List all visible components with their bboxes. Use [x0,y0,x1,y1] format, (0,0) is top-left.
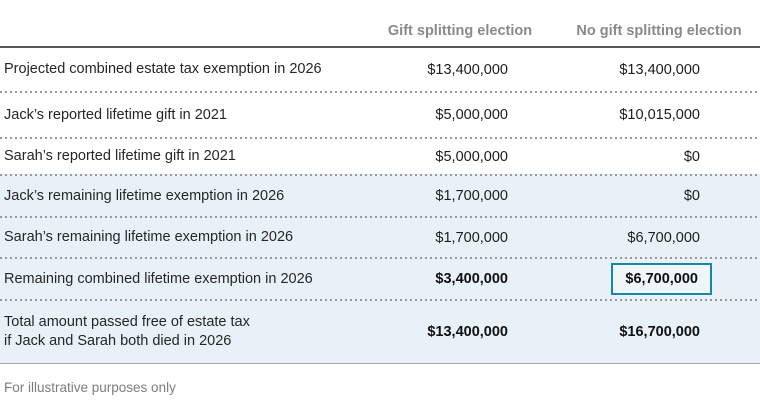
dotted-separator [0,257,760,259]
row-label: Sarah’s reported lifetime gift in 2021 [4,148,236,164]
value-no-gift-splitting: $10,015,000 [619,107,700,123]
value-gift-splitting: $5,000,000 [435,148,508,165]
dotted-separator [0,174,760,176]
table-row-remaining-combined: Remaining combined lifetime exemption in… [0,259,760,299]
highlighted-value-box: $6,700,000 [611,263,712,295]
value-no-gift-splitting: $0 [683,188,700,204]
table-row-total-passed-free: Total amount passed free of estate tax i… [0,301,760,363]
row-label: Projected combined estate tax exemption … [4,61,322,77]
row-label-line1: Total amount passed free of estate tax [4,314,250,330]
row-label-line2: if Jack and Sarah both died in 2026 [4,333,232,349]
table-bottom-rule [0,363,760,364]
table-row: Sarah’s reported lifetime gift in 2021 $… [0,139,760,174]
table-row: Projected combined estate tax exemption … [0,48,760,91]
value-gift-splitting: $13,400,000 [427,61,508,78]
table-row: Jack’s remaining lifetime exemption in 2… [0,176,760,216]
value-gift-splitting: $5,000,000 [435,107,508,123]
value-no-gift-splitting: $6,700,000 [540,263,760,295]
column-header-no-gift-splitting: No gift splitting election [576,23,742,39]
table-row: Jack’s reported lifetime gift in 2021 $5… [0,93,760,137]
value-gift-splitting: $1,700,000 [435,229,508,246]
row-label: Jack’s remaining lifetime exemption in 2… [4,187,285,204]
dotted-separator [0,91,760,93]
header-rule [0,46,760,48]
row-label: Sarah’s remaining lifetime exemption in … [4,229,294,245]
value-gift-splitting: $13,400,000 [427,324,508,340]
value-gift-splitting: $1,700,000 [435,188,508,204]
value-no-gift-splitting: $0 [683,148,700,165]
value-no-gift-splitting: $16,700,000 [619,324,700,340]
table-row: Sarah’s remaining lifetime exemption in … [0,218,760,257]
row-label: Jack’s reported lifetime gift in 2021 [4,106,227,123]
dotted-separator [0,216,760,218]
highlighted-section: Jack’s remaining lifetime exemption in 2… [0,174,760,363]
row-label: Total amount passed free of estate tax i… [0,313,380,351]
column-header-gift-splitting: Gift splitting election [387,23,533,39]
value-gift-splitting: $3,400,000 [435,271,508,287]
value-no-gift-splitting: $13,400,000 [619,61,700,78]
dotted-separator [0,299,760,301]
dotted-separator [0,137,760,139]
row-label: Remaining combined lifetime exemption in… [4,270,313,287]
value-no-gift-splitting: $6,700,000 [627,229,700,246]
table-header-row: Gift splitting election No gift splittin… [0,0,760,46]
footnote: For illustrative purposes only [4,380,176,395]
